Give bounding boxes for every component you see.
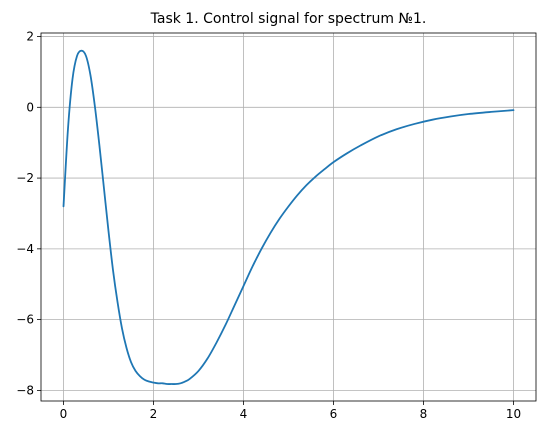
y-tick-label: −6 (16, 313, 34, 327)
plot-frame (40, 32, 537, 402)
y-tick-label: 2 (26, 30, 34, 44)
y-tick-label: −4 (16, 242, 34, 256)
grid (41, 33, 536, 401)
y-tick-label: 0 (26, 100, 34, 114)
series-layer (62, 49, 515, 385)
y-tick-label: −8 (16, 383, 34, 397)
x-tick-label: 2 (150, 407, 158, 421)
series-line (62, 49, 515, 385)
x-tick-label: 0 (60, 407, 68, 421)
chart-title: Task 1. Control signal for spectrum №1. (150, 11, 427, 27)
x-tick-label: 10 (506, 407, 521, 421)
y-tick-label: −2 (16, 171, 34, 185)
x-tick-label: 8 (420, 407, 428, 421)
x-tick-label: 6 (330, 407, 338, 421)
x-tick-label: 4 (240, 407, 248, 421)
ticks-layer: 0 2 4 6 8 10 2 0 −2 −4 −6 −8 (16, 30, 521, 421)
